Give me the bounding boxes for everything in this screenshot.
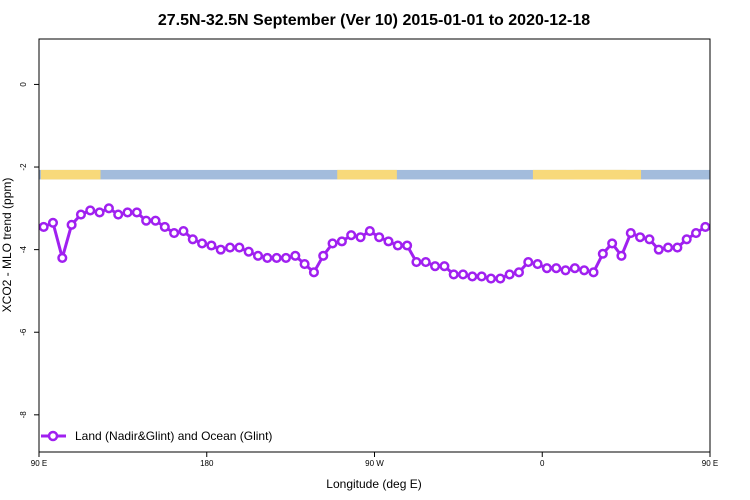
data-point	[392, 240, 403, 251]
y-tick-label: -2	[19, 163, 28, 171]
data-point	[681, 234, 692, 245]
data-point	[234, 242, 245, 253]
data-point	[495, 273, 506, 284]
data-point	[178, 225, 189, 237]
legend-marker	[47, 430, 59, 442]
y-tick-label: -8	[19, 411, 28, 419]
x-axis-label: Longitude (deg E)	[326, 477, 421, 491]
data-point	[569, 263, 580, 274]
data-point	[597, 248, 608, 259]
data-point	[131, 207, 142, 218]
x-tick-label: 90 E	[31, 459, 47, 468]
data-point	[700, 221, 711, 232]
data-point	[374, 232, 385, 243]
series-layer	[38, 203, 711, 284]
x-tick-label: 90 E	[702, 459, 718, 468]
data-point	[588, 267, 599, 278]
data-point	[513, 267, 525, 278]
data-point	[47, 217, 59, 228]
data-point	[224, 242, 236, 253]
data-point	[187, 234, 198, 245]
data-point	[457, 269, 469, 280]
data-point	[532, 259, 543, 270]
data-point	[653, 244, 664, 255]
data-point	[364, 225, 375, 237]
data-point	[197, 238, 208, 249]
data-point	[94, 207, 105, 218]
data-point	[159, 221, 170, 232]
data-point	[663, 242, 674, 253]
data-point	[467, 271, 478, 282]
data-point	[252, 250, 264, 261]
data-point	[85, 205, 96, 216]
legend-label: Land (Nadir&Glint) and Ocean (Glint)	[75, 429, 272, 443]
land-segment	[337, 169, 397, 180]
y-axis-label: XCO2 - MLO trend (ppm)	[0, 178, 14, 313]
data-point	[38, 221, 49, 232]
data-point	[504, 269, 515, 280]
data-point	[271, 252, 282, 263]
data-point	[485, 273, 497, 284]
land-ocean-band	[39, 169, 710, 180]
data-point	[476, 271, 487, 282]
y-axis: 0 -2 -4 -6 -8	[19, 82, 39, 419]
y-tick-label: 0	[19, 82, 28, 87]
data-point	[75, 209, 86, 220]
data-point	[262, 252, 273, 263]
data-point	[551, 263, 562, 274]
data-point	[346, 230, 357, 241]
data-point	[327, 238, 338, 249]
data-point	[150, 215, 161, 226]
data-point	[103, 203, 114, 214]
data-point	[141, 215, 152, 226]
data-point	[318, 250, 329, 261]
legend: Land (Nadir&Glint) and Ocean (Glint)	[41, 429, 272, 443]
data-point	[411, 256, 422, 268]
data-point	[206, 240, 217, 251]
data-point	[420, 256, 431, 268]
data-point	[448, 269, 459, 280]
data-point	[541, 263, 552, 274]
data-point	[290, 250, 301, 261]
data-point	[579, 265, 590, 276]
data-point	[523, 256, 534, 268]
data-point	[690, 228, 702, 239]
data-point	[336, 236, 347, 247]
x-tick-label: 0	[540, 459, 545, 468]
x-tick-label: 90 W	[365, 459, 384, 468]
data-point	[672, 242, 683, 253]
data-point	[122, 207, 133, 218]
x-axis: 90 E 180 90 W 0 90 E	[31, 452, 718, 468]
data-point	[299, 259, 310, 270]
data-point	[66, 219, 77, 230]
data-point	[215, 244, 226, 255]
x-tick-label: 180	[200, 459, 214, 468]
data-point	[644, 234, 655, 245]
data-point	[560, 265, 571, 276]
data-point	[243, 246, 254, 257]
data-point	[439, 261, 450, 272]
data-point	[113, 209, 124, 220]
data-point	[635, 232, 646, 243]
data-point	[383, 236, 394, 247]
y-tick-label: -6	[19, 328, 28, 336]
data-point	[355, 232, 366, 243]
y-tick-label: -4	[19, 246, 28, 254]
data-point	[402, 240, 413, 251]
chart-title: 27.5N-32.5N September (Ver 10) 2015-01-0…	[158, 12, 590, 29]
data-point	[616, 250, 627, 261]
data-point	[280, 252, 292, 263]
land-segment	[40, 169, 101, 180]
data-point	[57, 252, 68, 263]
land-segment	[573, 169, 627, 180]
data-point	[607, 238, 618, 249]
data-point	[308, 267, 319, 278]
data-point	[169, 228, 180, 239]
data-point	[625, 228, 636, 239]
data-point	[430, 261, 441, 272]
